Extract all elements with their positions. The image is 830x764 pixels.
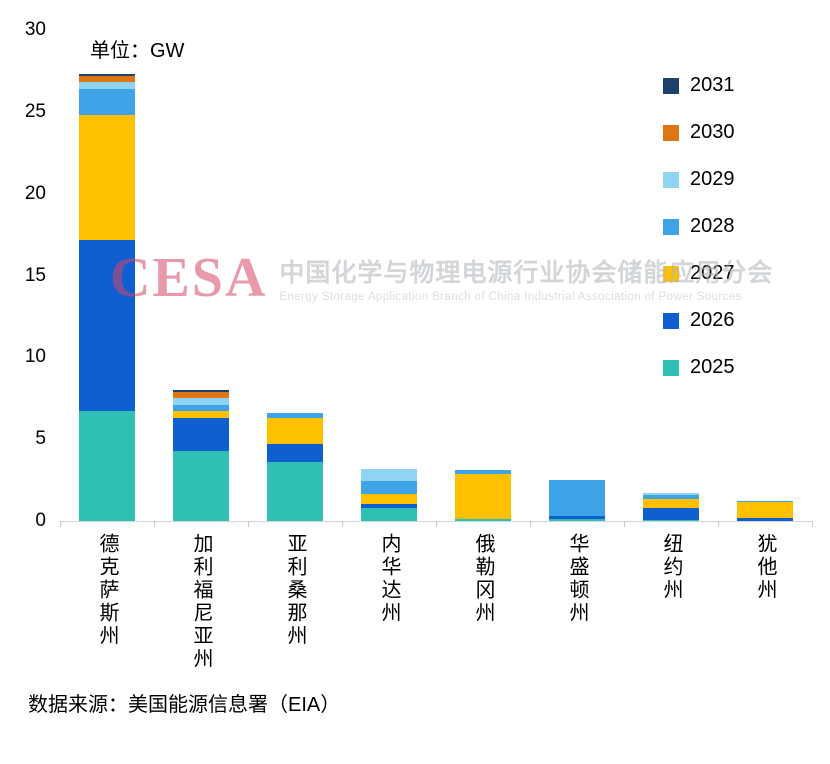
x-axis-tick	[812, 521, 813, 527]
bar-segment-2031	[173, 390, 229, 392]
legend-item-2026: 2026	[663, 297, 735, 344]
bar-segment-2025	[361, 507, 417, 521]
legend-label-2029: 2029	[690, 168, 735, 190]
bar-segment-2029	[643, 493, 699, 495]
y-tick-label-5: 5	[35, 428, 46, 450]
x-category-label-6: 华盛顿州	[566, 533, 588, 625]
plot-area	[60, 30, 812, 521]
bar-segment-2025	[267, 462, 323, 521]
x-category-label-3: 亚利桑那州	[284, 533, 306, 648]
legend-label-2028: 2028	[690, 215, 735, 237]
bar-segment-2029	[361, 468, 417, 481]
legend: 2031 2030 2029 2028 2027 2026 2025	[663, 62, 735, 391]
bar-segment-2025	[79, 411, 135, 521]
bar-segment-2026	[79, 239, 135, 412]
bar-segment-2030	[79, 75, 135, 83]
x-axis-tick	[60, 521, 61, 527]
unit-label: 单位：GW	[90, 40, 185, 62]
x-axis-tick	[248, 521, 249, 527]
stacked-bar-2	[173, 30, 229, 521]
bar-segment-2029	[79, 82, 135, 89]
bar-segment-2028	[79, 88, 135, 116]
x-category-label-1: 德克萨斯州	[96, 533, 118, 648]
bar-segment-2028	[361, 480, 417, 494]
x-category-label-2: 加利福尼亚州	[190, 533, 212, 671]
legend-item-2028: 2028	[663, 203, 735, 250]
y-tick-label-20: 20	[24, 182, 46, 204]
bar-segment-2028	[173, 404, 229, 412]
bar-segment-2026	[361, 503, 417, 508]
bar-segment-2030	[173, 391, 229, 399]
x-axis-tick	[718, 521, 719, 527]
bar-segment-2026	[549, 516, 605, 520]
bar-segment-2025	[173, 450, 229, 521]
x-category-label-4: 内华达州	[378, 533, 400, 625]
bar-segment-2025	[549, 519, 605, 521]
x-axis-tick	[530, 521, 531, 527]
bar-segment-2026	[173, 417, 229, 451]
bar-segment-2029	[173, 398, 229, 405]
legend-label-2026: 2026	[690, 309, 735, 331]
x-axis-tick	[154, 521, 155, 527]
x-category-label-7: 纽约州	[660, 533, 682, 602]
legend-swatch-2030	[663, 124, 679, 141]
legend-label-2025: 2025	[690, 356, 735, 378]
legend-swatch-2026	[663, 312, 679, 329]
legend-swatch-2031	[663, 77, 679, 94]
bar-segment-2031	[79, 74, 135, 76]
stacked-bar-6	[549, 30, 605, 521]
bar-segment-2027	[737, 502, 793, 518]
y-tick-label-25: 25	[24, 100, 46, 122]
y-tick-label-10: 10	[24, 346, 46, 368]
x-axis-tick	[624, 521, 625, 527]
legend-swatch-2027	[663, 265, 679, 282]
legend-item-2031: 2031	[663, 62, 735, 109]
y-axis: 0 5 10 15 20 25 30	[0, 0, 46, 764]
bar-segment-2027	[455, 473, 511, 520]
x-category-label-5: 俄勒冈州	[472, 533, 494, 625]
stacked-bar-4	[361, 30, 417, 521]
bar-segment-2026	[737, 517, 793, 521]
source-note: 数据来源：美国能源信息署（EIA）	[28, 694, 341, 716]
y-tick-label-15: 15	[24, 264, 46, 286]
stacked-bar-7	[643, 30, 699, 521]
legend-swatch-2025	[663, 359, 679, 376]
legend-swatch-2029	[663, 171, 679, 188]
bar-segment-2027	[173, 411, 229, 418]
bar-segment-2027	[267, 417, 323, 445]
legend-item-2025: 2025	[663, 344, 735, 391]
legend-item-2029: 2029	[663, 156, 735, 203]
bar-segment-2025	[455, 519, 511, 521]
x-axis-tick	[436, 521, 437, 527]
legend-item-2027: 2027	[663, 250, 735, 297]
stacked-bar-3	[267, 30, 323, 521]
bar-segment-2026	[643, 507, 699, 521]
y-tick-label-30: 30	[24, 19, 46, 40]
stacked-bar-8	[737, 30, 793, 521]
stacked-bar-1	[79, 30, 135, 521]
bar-segment-2026	[267, 444, 323, 463]
bar-segment-2028	[737, 501, 793, 503]
bar-segment-2028	[267, 412, 323, 418]
bar-segment-2027	[79, 115, 135, 240]
bar-segment-2028	[455, 470, 511, 474]
bar-segment-2028	[643, 494, 699, 499]
bar-segment-2028	[549, 480, 605, 517]
bar-segment-2027	[361, 494, 417, 504]
legend-label-2030: 2030	[690, 121, 735, 143]
legend-label-2027: 2027	[690, 262, 735, 284]
legend-item-2030: 2030	[663, 109, 735, 156]
stacked-bar-5	[455, 30, 511, 521]
bar-segment-2025	[643, 520, 699, 521]
y-tick-label-0: 0	[35, 510, 46, 531]
x-category-label-8: 犹他州	[754, 533, 776, 602]
bar-segment-2027	[643, 498, 699, 508]
legend-swatch-2028	[663, 218, 679, 235]
x-axis-tick	[342, 521, 343, 527]
legend-label-2031: 2031	[690, 74, 735, 96]
